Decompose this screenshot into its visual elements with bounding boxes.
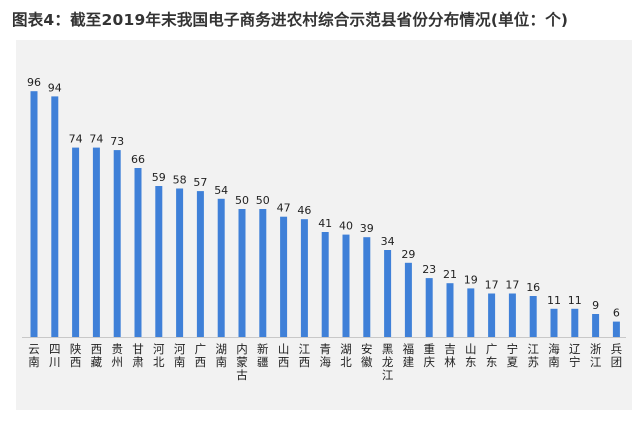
category-label-12: 新疆 [257,342,269,369]
data-label-13: 47 [277,202,291,215]
bar-4 [92,147,100,337]
bar-25 [529,296,537,337]
data-label-21: 21 [443,268,457,281]
bar-19 [404,262,412,337]
bar-2 [51,96,59,338]
data-label-16: 40 [339,220,353,233]
bar-17 [363,237,371,337]
data-label-11: 50 [235,194,249,207]
bar-5 [113,150,121,337]
chart-title: 图表4：截至2019年末我国电子商务进农村综合示范县省份分布情况(单位：个) [12,11,569,29]
category-label-7: 河北 [153,342,165,369]
category-label-4: 西藏 [91,342,103,369]
category-label-5: 贵州 [111,342,123,369]
category-label-15: 青海 [319,342,331,369]
category-label-25: 江苏 [527,342,539,369]
data-label-24: 17 [505,279,519,292]
bar-21 [446,283,454,337]
data-label-6: 66 [131,153,145,166]
category-label-29: 兵团 [611,342,623,369]
bar-29 [612,321,620,337]
category-label-21: 吉林 [444,342,456,369]
bar-8 [176,188,184,337]
category-label-14: 江西 [299,342,311,369]
bar-1 [30,91,38,337]
category-label-16: 湖北 [340,342,352,369]
category-label-9: 广西 [195,342,207,369]
data-label-9: 57 [193,176,207,189]
data-label-4: 74 [89,133,103,146]
bar-28 [592,314,600,337]
data-label-1: 96 [27,76,41,89]
category-label-6: 甘肃 [132,342,144,369]
category-label-23: 广东 [486,342,498,369]
category-label-19: 福建 [403,342,415,369]
data-label-28: 9 [592,299,599,312]
category-label-10: 湖南 [215,342,227,369]
category-label-20: 重庆 [423,342,435,369]
category-label-11: 内蒙古 [236,342,248,382]
data-label-18: 34 [381,235,395,248]
category-label-27: 辽宁 [569,342,581,369]
data-label-7: 59 [152,171,166,184]
bar-10 [217,198,225,337]
data-label-27: 11 [568,294,582,307]
data-label-2: 94 [48,81,62,94]
bar-11 [238,209,246,337]
data-label-8: 58 [173,174,187,187]
bar-13 [280,216,288,337]
data-label-5: 73 [110,135,124,148]
bar-14 [300,219,308,337]
data-label-14: 46 [297,204,311,217]
data-label-3: 74 [69,133,83,146]
bar-15 [321,232,329,337]
category-label-3: 陕西 [70,342,82,369]
data-label-26: 11 [547,294,561,307]
category-label-22: 山东 [465,342,477,369]
category-label-2: 四川 [49,342,61,369]
data-label-20: 23 [422,263,436,276]
bar-27 [571,308,579,337]
bar-20 [425,278,433,337]
bar-7 [155,186,163,337]
data-label-25: 16 [526,281,540,294]
category-label-28: 浙江 [590,342,602,369]
data-label-29: 6 [613,307,620,320]
data-label-23: 17 [485,279,499,292]
bar-18 [384,250,392,337]
bar-22 [467,288,475,337]
category-label-26: 海南 [548,342,560,369]
category-label-8: 河南 [174,342,186,369]
data-label-17: 39 [360,222,374,235]
bar-26 [550,308,558,337]
category-label-18: 黑龙江 [382,342,394,382]
bar-24 [508,293,516,337]
bar-9 [196,191,204,337]
data-label-12: 50 [256,194,270,207]
bar-12 [259,209,267,337]
bar-3 [72,147,80,337]
category-label-24: 宁夏 [507,342,519,369]
data-label-15: 41 [318,217,332,230]
category-label-1: 云南 [28,342,40,369]
bar-16 [342,234,350,337]
bar-23 [488,293,496,337]
category-label-17: 安徽 [361,342,373,369]
data-label-22: 19 [464,273,478,286]
data-label-19: 29 [401,248,415,261]
bar-6 [134,168,142,337]
data-label-10: 54 [214,184,228,197]
category-label-13: 山西 [278,342,290,369]
